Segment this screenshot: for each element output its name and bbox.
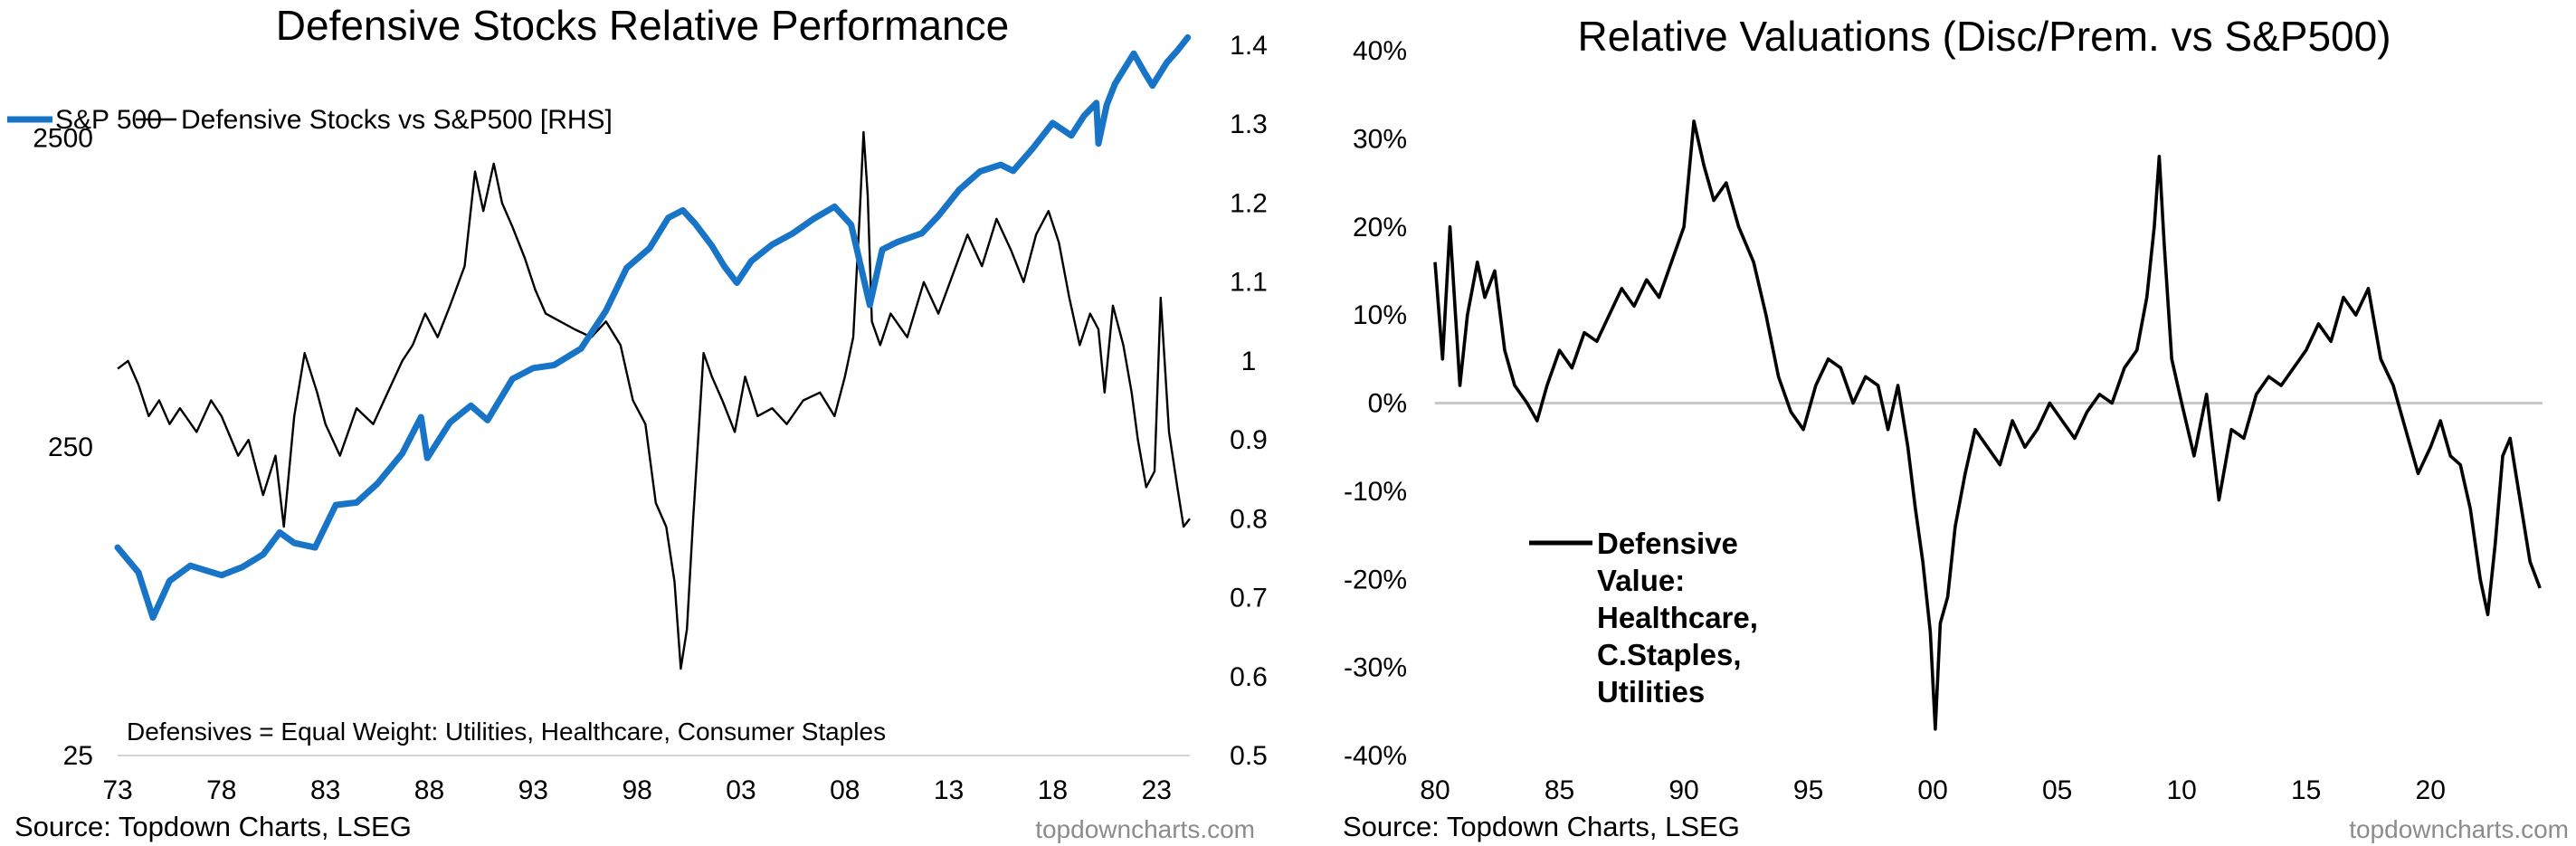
left-chart-panel: Defensive Stocks Relative Performance S&… xyxy=(0,0,1285,846)
legend-label-defensive: Defensive Stocks vs S&P500 [RHS] xyxy=(181,105,613,135)
left-y-tick-label: 25 xyxy=(63,741,93,771)
right-y-tick-label: 0% xyxy=(1368,389,1407,419)
right-legend-label-line: C.Staples, xyxy=(1597,638,1742,671)
left-y-right-tick-label: 1.3 xyxy=(1230,109,1268,139)
right-chart-title: Relative Valuations (Disc/Prem. vs S&P50… xyxy=(1577,13,2391,60)
right-x-tick-label: 20 xyxy=(2416,775,2446,805)
left-credit: topdowncharts.com xyxy=(1035,815,1255,843)
right-y-tick-label: -10% xyxy=(1344,477,1407,507)
right-x-tick-label: 15 xyxy=(2291,775,2321,805)
left-x-axis: 73 78 83 88 93 98 03 08 13 18 23 xyxy=(102,755,1190,805)
left-y-tick-label: 250 xyxy=(48,433,93,462)
right-y-tick-label: 30% xyxy=(1353,124,1407,154)
right-x-tick-label: 10 xyxy=(2166,775,2196,805)
left-y-right-tick-label: 1.1 xyxy=(1230,268,1268,298)
left-y-right-tick-label: 0.7 xyxy=(1230,584,1268,613)
left-legend: S&P 500 Defensive Stocks vs S&P500 [RHS] xyxy=(7,105,613,135)
series-line-sp500 xyxy=(114,33,1192,621)
right-x-tick-label: 00 xyxy=(1917,775,1947,805)
right-legend-label-line: Healthcare, xyxy=(1597,601,1758,634)
right-source-note: Source: Topdown Charts, LSEG xyxy=(1343,811,1740,842)
right-credit: topdowncharts.com xyxy=(2349,815,2569,843)
left-x-tick-label: 08 xyxy=(830,775,860,805)
right-legend-label-line: Defensive xyxy=(1597,527,1738,560)
left-chart: Defensive Stocks Relative Performance S&… xyxy=(7,2,1268,843)
left-y-right-tick-label: 0.9 xyxy=(1230,425,1268,455)
right-x-tick-label: 90 xyxy=(1668,775,1698,805)
right-y-tick-label: -30% xyxy=(1344,653,1407,683)
right-y-axis: 40% 30% 20% 10% 0% -10% -20% -30% -40% xyxy=(1344,36,1407,771)
right-chart: Relative Valuations (Disc/Prem. vs S&P50… xyxy=(1343,13,2569,843)
left-x-tick-label: 83 xyxy=(310,775,340,805)
left-y-tick-label: 2500 xyxy=(33,124,93,154)
right-y-tick-label: 10% xyxy=(1353,300,1407,330)
right-y-tick-label: 20% xyxy=(1353,213,1407,242)
right-x-tick-label: 05 xyxy=(2042,775,2072,805)
left-y-axis-right: 1.4 1.3 1.2 1.1 1 0.9 0.8 0.7 0.6 0.5 xyxy=(1230,31,1268,771)
left-x-tick-label: 73 xyxy=(102,775,132,805)
left-y-right-tick-label: 0.6 xyxy=(1230,662,1268,692)
right-x-tick-label: 85 xyxy=(1545,775,1574,805)
right-legend-label-line: Value: xyxy=(1597,564,1685,597)
series-line-defensive-value xyxy=(1433,119,2542,731)
right-chart-panel: Relative Valuations (Disc/Prem. vs S&P50… xyxy=(1312,0,2576,846)
left-y-right-tick-label: 1 xyxy=(1241,347,1257,376)
left-y-right-tick-label: 0.5 xyxy=(1230,741,1268,771)
left-y-right-tick-label: 0.8 xyxy=(1230,504,1268,534)
right-x-tick-label: 95 xyxy=(1793,775,1823,805)
right-series-group xyxy=(1433,119,2542,731)
left-x-tick-label: 18 xyxy=(1038,775,1068,805)
left-x-tick-label: 03 xyxy=(726,775,756,805)
left-y-axis-left: 2500 250 25 xyxy=(33,124,93,771)
left-x-tick-label: 88 xyxy=(414,775,444,805)
right-legend-text: Defensive Value: Healthcare, C.Staples, Util… xyxy=(1597,527,1758,708)
series-line-defensive-vs-sp500 xyxy=(117,130,1191,670)
right-y-tick-label: 40% xyxy=(1353,36,1407,66)
right-y-tick-label: -20% xyxy=(1344,565,1407,594)
left-y-right-tick-label: 1.2 xyxy=(1230,188,1268,218)
right-y-tick-label: -40% xyxy=(1344,741,1407,771)
right-x-axis: 80 85 90 95 00 05 10 15 20 xyxy=(1420,775,2446,805)
left-x-tick-label: 98 xyxy=(622,775,651,805)
left-x-tick-label: 23 xyxy=(1142,775,1172,805)
left-x-tick-label: 78 xyxy=(206,775,236,805)
left-chart-annotation: Defensives = Equal Weight: Utilities, He… xyxy=(127,718,886,746)
left-y-right-tick-label: 1.4 xyxy=(1230,31,1268,61)
left-series-group xyxy=(114,33,1192,670)
left-chart-title: Defensive Stocks Relative Performance xyxy=(276,2,1009,49)
left-x-tick-label: 93 xyxy=(518,775,548,805)
left-x-tick-label: 13 xyxy=(934,775,964,805)
right-legend-label-line: Utilities xyxy=(1597,675,1705,708)
left-source-note: Source: Topdown Charts, LSEG xyxy=(14,811,412,842)
right-x-tick-label: 80 xyxy=(1420,775,1450,805)
right-legend: Defensive Value: Healthcare, C.Staples, Util… xyxy=(1529,527,1758,708)
